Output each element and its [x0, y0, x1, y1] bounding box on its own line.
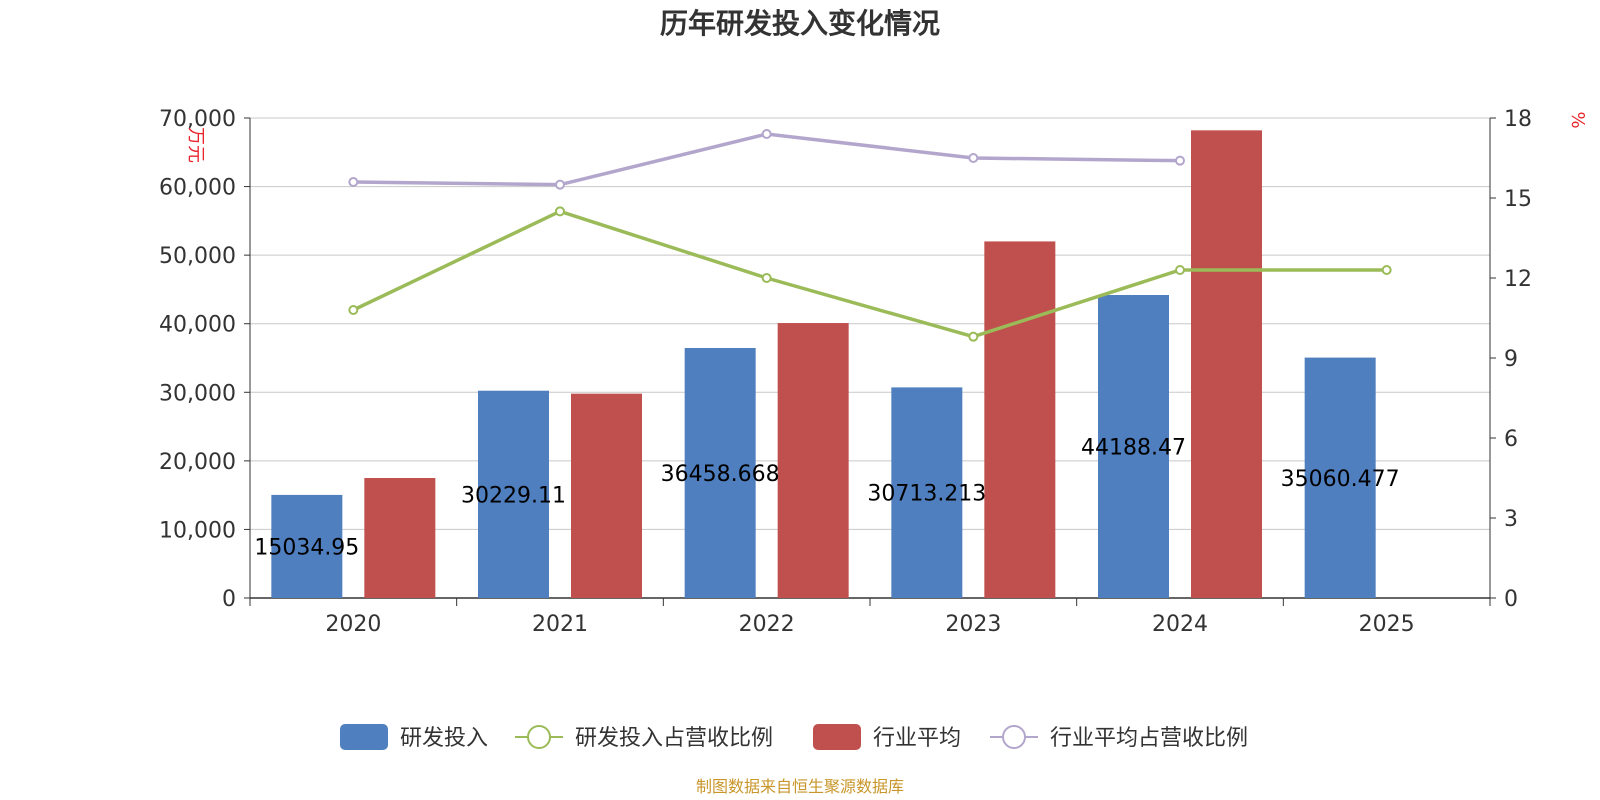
left-tick-label-7: 70,000 [159, 107, 236, 132]
right-tick-label-6: 18 [1504, 107, 1532, 132]
bar-行业平均-2022 [777, 323, 849, 598]
chart-title: 历年研发投入变化情况 [660, 7, 940, 40]
right-axis-unit: % [1567, 111, 1588, 128]
data-label-2022: 36458.668 [661, 462, 780, 487]
point-行业平均占营收比例-2020 [348, 177, 359, 187]
bar-行业平均-2024 [1191, 130, 1262, 599]
x-tick-label-2025: 2025 [1359, 612, 1415, 637]
point-研发投入占营收比例-2022 [761, 273, 772, 283]
bars [271, 130, 1376, 599]
bar-研发投入-2020 [271, 494, 343, 598]
lines [348, 129, 1392, 342]
right-tick-label-2: 6 [1504, 427, 1518, 452]
x-tick-label-2020: 2020 [325, 612, 381, 637]
legend: 研发投入 研发投入占营收比例 行业平均 行业平均占营收比例 [340, 724, 1248, 751]
source-note: 制图数据来自恒生聚源数据库 [696, 777, 904, 796]
bar-行业平均-2021 [571, 393, 642, 598]
bar-研发投入-2022 [684, 347, 756, 598]
right-tick-label-1: 3 [1504, 507, 1518, 532]
bar-行业平均-2023 [984, 241, 1056, 598]
right-tick-label-0: 0 [1504, 587, 1518, 612]
legend-swatch-2 [813, 724, 861, 750]
point-行业平均占营收比例-2022 [761, 129, 772, 139]
grid-lines [250, 117, 1490, 599]
legend-label-3: 行业平均占营收比例 [1050, 726, 1248, 751]
right-tick-label-4: 12 [1504, 267, 1532, 292]
right-tick-label-3: 9 [1504, 347, 1518, 372]
x-tick-label-2024: 2024 [1152, 612, 1208, 637]
legend-label-2: 行业平均 [873, 726, 961, 751]
right-tick-label-5: 15 [1504, 187, 1532, 212]
left-tick-label-0: 0 [222, 587, 236, 612]
point-研发投入占营收比例-2025 [1381, 265, 1392, 275]
point-行业平均占营收比例-2021 [555, 179, 565, 190]
point-研发投入占营收比例-2020 [348, 305, 359, 315]
x-tick-label-2021: 2021 [532, 612, 588, 637]
data-label-2025: 35060.477 [1281, 467, 1400, 492]
point-研发投入占营收比例-2024 [1175, 265, 1185, 275]
legend-label-1: 研发投入占营收比例 [575, 726, 773, 751]
legend-swatch-marker-1 [527, 725, 551, 749]
data-label-2023: 30713.213 [867, 482, 986, 507]
point-行业平均占营收比例-2024 [1175, 155, 1185, 166]
bar-研发投入-2023 [891, 387, 963, 598]
point-研发投入占营收比例-2021 [555, 206, 565, 217]
left-tick-label-4: 40,000 [159, 313, 236, 338]
legend-swatch-marker-3 [1002, 725, 1026, 749]
left-tick-label-6: 60,000 [159, 176, 236, 201]
axes: 0 10,000 20,000 30,000 40,000 50,000 60,000 70,… [159, 107, 1588, 637]
bar-研发投入-2024 [1098, 294, 1169, 598]
legend-label-0: 研发投入 [400, 726, 488, 751]
data-label-2020: 15034.95 [254, 535, 359, 560]
x-tick-label-2022: 2022 [739, 612, 795, 637]
left-tick-label-3: 30,000 [159, 381, 236, 406]
x-tick-label-2023: 2023 [945, 612, 1001, 637]
bar-行业平均-2020 [364, 478, 436, 598]
data-label-2024: 44188.47 [1081, 435, 1186, 460]
bar-研发投入-2021 [478, 390, 549, 598]
left-tick-label-5: 50,000 [159, 244, 236, 269]
left-tick-label-1: 10,000 [159, 518, 236, 543]
point-行业平均占营收比例-2023 [968, 153, 979, 163]
data-labels: 15034.95 30229.11 36458.668 30713.213 44188.… [254, 435, 1399, 560]
line-行业平均占营收比例 [353, 132, 1181, 187]
bar-研发投入-2025 [1304, 357, 1376, 598]
legend-swatch-0 [340, 724, 388, 750]
line-研发投入占营收比例 [352, 209, 1387, 339]
left-tick-label-2: 20,000 [159, 450, 236, 475]
data-label-2021: 30229.11 [461, 483, 566, 508]
left-axis-unit: 万元 [185, 127, 206, 163]
point-研发投入占营收比例-2023 [968, 331, 979, 342]
